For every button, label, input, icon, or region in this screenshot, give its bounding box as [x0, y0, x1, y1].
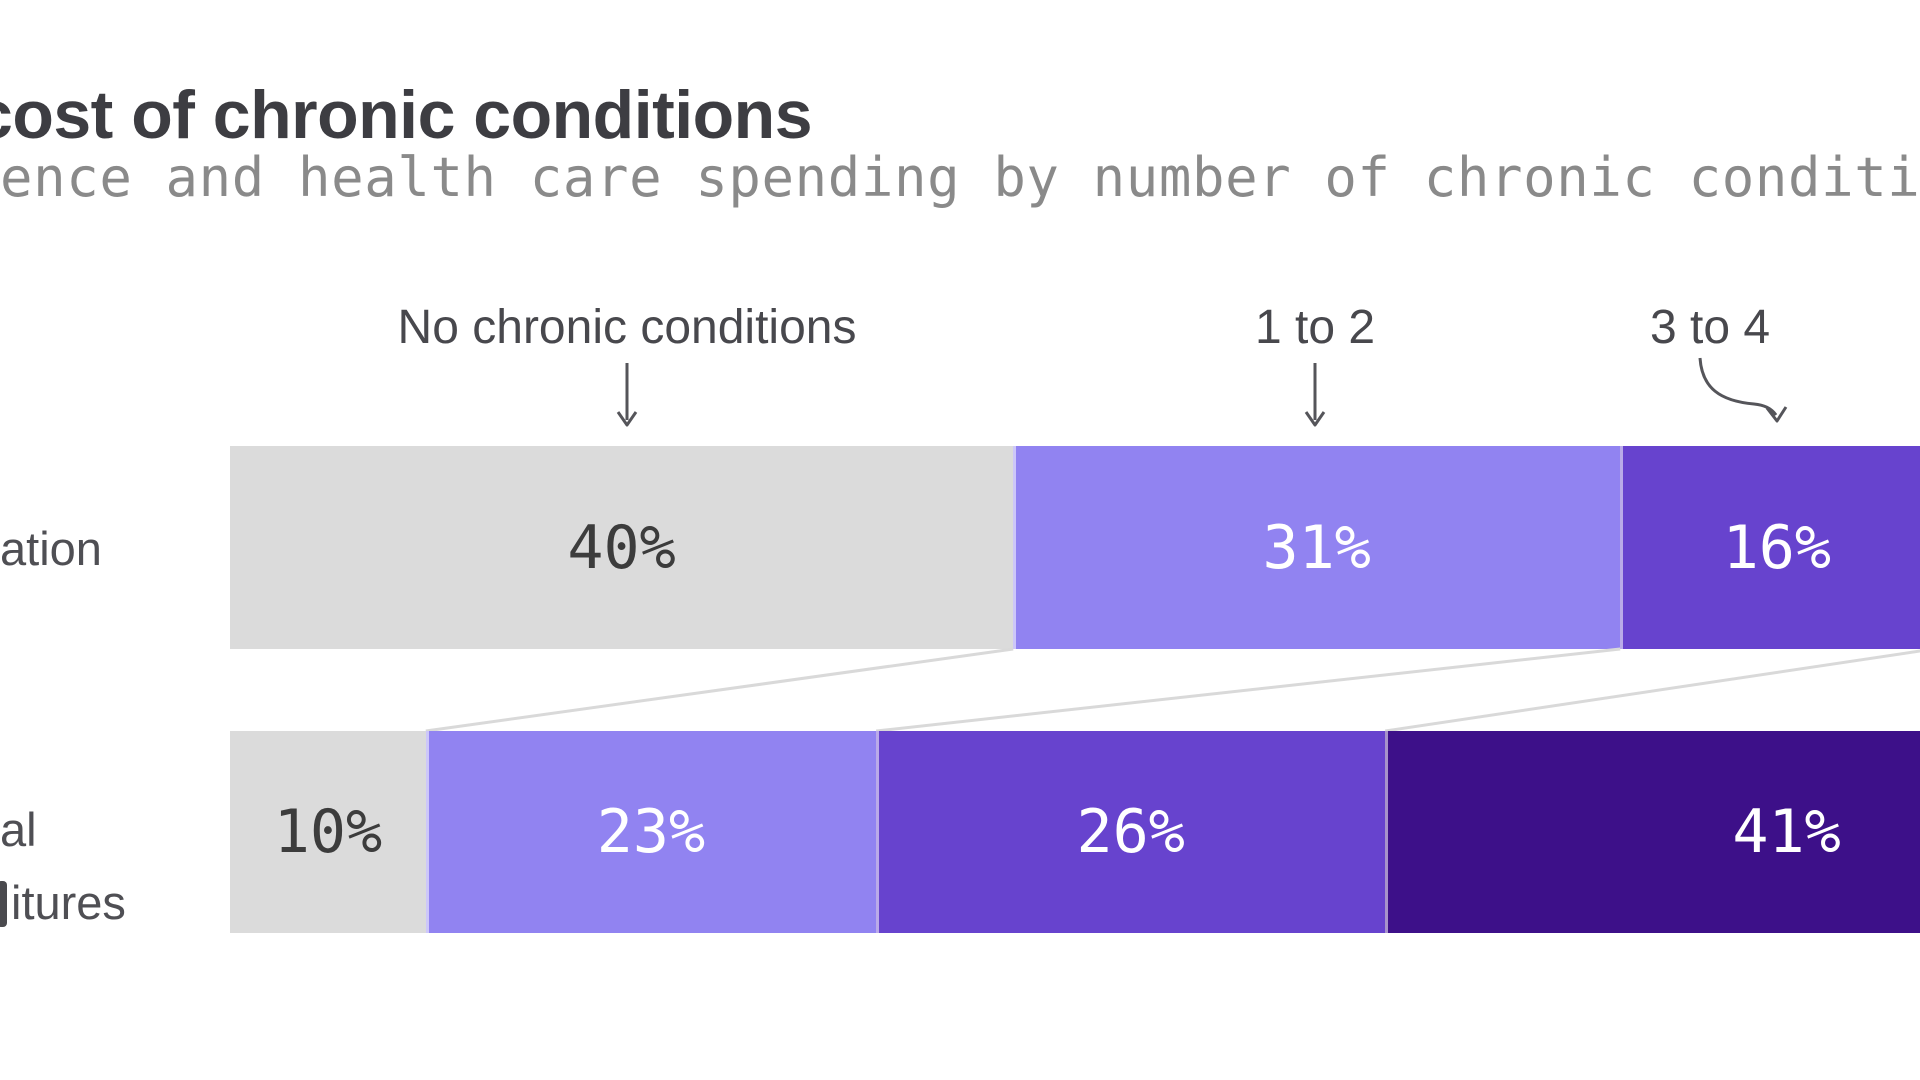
bar-segment: 31%: [1013, 446, 1621, 649]
segment-divider: [1385, 731, 1389, 933]
curved-arrow-icon: [1698, 357, 1778, 416]
bar-segment: 41%: [1385, 731, 1920, 933]
segment-value-label: 31%: [1262, 512, 1371, 583]
segment-value-label: 41%: [1732, 797, 1841, 867]
curved-arrow-icon: [1765, 406, 1788, 423]
segment-value-label: 23%: [596, 797, 706, 867]
down-arrow-icon: [1304, 411, 1326, 427]
segment-divider: [1620, 446, 1624, 649]
bar-segment: 40%: [230, 446, 1014, 649]
chart-subtitle: ence and health care spending by number …: [0, 146, 1920, 209]
bar-row-expenditures: 10% 23% 26% 41%: [230, 731, 1920, 933]
category-label: 1 to 2: [1254, 301, 1376, 354]
category-label: 3 to 4: [1649, 301, 1771, 354]
segment-value-label: 10%: [273, 797, 383, 867]
row-label-population: ation: [0, 522, 102, 575]
bar-segment: 26%: [876, 731, 1386, 933]
down-arrow-icon: [616, 411, 638, 427]
row-label-line: al: [0, 803, 37, 856]
segment-value-label: 16%: [1722, 512, 1831, 583]
category-label: No chronic conditions: [397, 301, 857, 354]
cut-glyph-sliver: [0, 881, 7, 927]
segment-value-label: 26%: [1076, 797, 1185, 867]
connector-line: [875, 647, 1621, 733]
connector-line: [425, 647, 1014, 733]
row-label-expenditures: al itures: [0, 793, 126, 939]
bar-segment: 10%: [230, 731, 426, 933]
connector-line: [1384, 649, 1920, 733]
bar-segment: 16%: [1620, 446, 1920, 649]
segment-divider: [876, 731, 880, 933]
segment-value-label: 40%: [567, 512, 676, 583]
chart-title: cost of chronic conditions: [0, 76, 813, 153]
row-label-line: itures: [11, 876, 126, 929]
bar-segment: 23%: [425, 731, 877, 933]
bar-row-population: 40% 31% 16%: [230, 446, 1920, 649]
segment-divider: [425, 731, 429, 933]
segment-divider: [1013, 446, 1017, 649]
